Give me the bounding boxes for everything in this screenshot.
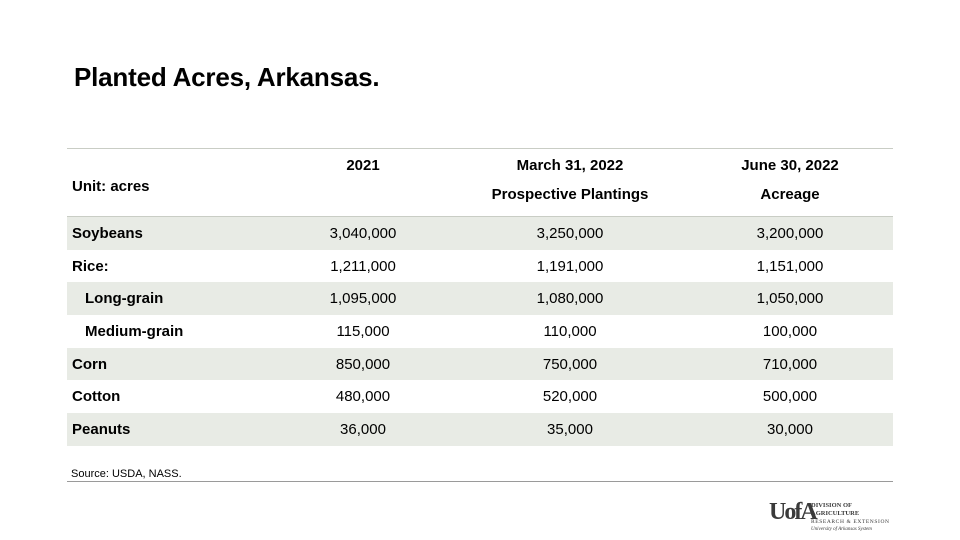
column-header-2021: 2021 xyxy=(293,151,433,180)
column-header-line1: March 31, 2022 xyxy=(516,157,624,174)
cell-june-2022: 3,200,000 xyxy=(756,225,824,242)
column-header-line1: 2021 xyxy=(346,157,380,174)
table-top-rule xyxy=(67,148,893,149)
cell-june-2022: 1,151,000 xyxy=(756,257,824,275)
cell-2021: 36,000 xyxy=(340,421,386,439)
column-header-june-2022: June 30, 2022 Acreage xyxy=(710,151,870,209)
logo-text: DIVISION OF AGRICULTURE RESEARCH & EXTEN… xyxy=(811,502,899,534)
row-label: Corn xyxy=(72,355,107,373)
cell-june-2022: 100,000 xyxy=(762,323,818,341)
row-label: Soybeans xyxy=(72,225,143,242)
unit-label: Unit: acres xyxy=(72,178,150,195)
row-label: Cotton xyxy=(72,388,121,406)
logo-line2: RESEARCH & EXTENSION xyxy=(811,519,890,525)
cell-march-2022: 110,000 xyxy=(543,323,597,341)
cell-march-2022: 520,000 xyxy=(542,388,598,406)
cell-march-2022: 1,191,000 xyxy=(536,257,604,275)
planted-acres-table: Unit: acres 2021 March 31, 2022 Prospect… xyxy=(67,148,893,482)
table-row: Medium-grain 115,000 110,000 100,000 xyxy=(67,315,893,348)
logo-line1: DIVISION OF AGRICULTURE xyxy=(811,502,860,517)
cell-june-2022: 30,000 xyxy=(767,421,813,439)
cell-2021: 115,000 xyxy=(336,323,390,341)
cell-2021: 1,211,000 xyxy=(330,257,396,275)
row-label: Rice: xyxy=(72,257,109,275)
cell-2021: 1,095,000 xyxy=(329,290,397,308)
column-header-march-2022: March 31, 2022 Prospective Plantings xyxy=(470,151,670,209)
column-header-line1: June 30, 2022 xyxy=(741,157,839,174)
cell-2021: 480,000 xyxy=(335,388,391,406)
table-header: Unit: acres 2021 March 31, 2022 Prospect… xyxy=(67,149,893,217)
uofa-logo-mark: UofA xyxy=(769,499,818,525)
column-header-line2: Acreage xyxy=(760,186,820,203)
source-note: Source: USDA, NASS. xyxy=(71,467,182,480)
source-footer: Source: USDA, NASS. xyxy=(67,446,893,482)
page-title: Planted Acres, Arkansas. xyxy=(74,62,380,92)
row-label: Long-grain xyxy=(85,290,164,308)
row-label: Medium-grain xyxy=(85,323,184,341)
cell-march-2022: 35,000 xyxy=(547,421,593,439)
cell-march-2022: 3,250,000 xyxy=(536,225,604,242)
cell-june-2022: 500,000 xyxy=(762,388,818,406)
cell-2021: 850,000 xyxy=(335,355,391,373)
table-row: Rice: 1,211,000 1,191,000 1,151,000 xyxy=(67,250,893,283)
table-row: Cotton 480,000 520,000 500,000 xyxy=(67,380,893,413)
logo-line3: University of Arkansas System xyxy=(811,527,872,532)
table-row: Corn 850,000 750,000 710,000 xyxy=(67,347,893,381)
table-row: Soybeans 3,040,000 3,250,000 3,200,000 xyxy=(67,217,893,250)
cell-june-2022: 710,000 xyxy=(762,355,818,373)
uofa-division-of-agriculture-logo: UofA DIVISION OF AGRICULTURE RESEARCH & … xyxy=(769,499,899,532)
cell-march-2022: 750,000 xyxy=(542,355,598,373)
column-header-line2: Prospective Plantings xyxy=(491,186,649,203)
cell-march-2022: 1,080,000 xyxy=(536,290,604,308)
row-label: Peanuts xyxy=(72,421,131,439)
cell-2021: 3,040,000 xyxy=(329,225,397,242)
table-row: Long-grain 1,095,000 1,080,000 1,050,000 xyxy=(67,282,893,316)
cell-june-2022: 1,050,000 xyxy=(756,290,824,308)
table-row: Peanuts 36,000 35,000 30,000 xyxy=(67,413,893,446)
